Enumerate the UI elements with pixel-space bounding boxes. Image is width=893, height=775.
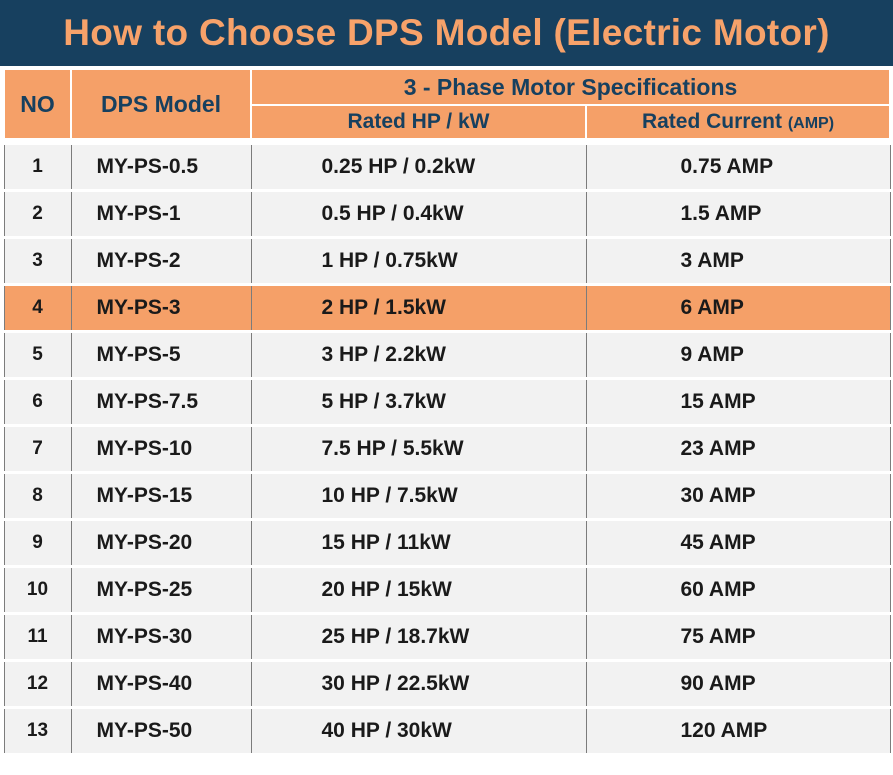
cell-dps-model: MY-PS-15 [70, 472, 252, 521]
header-dps-model: DPS Model [70, 68, 252, 140]
header-rated-hp: Rated HP / kW [250, 104, 587, 140]
cell-dps-model: MY-PS-50 [70, 707, 252, 756]
table-row: 3 MY-PS-2 1 HP / 0.75kW 3 AMP [3, 237, 891, 286]
cell-dps-model: MY-PS-3 [70, 284, 252, 333]
cell-no: 1 [3, 143, 72, 192]
title-banner: How to Choose DPS Model (Electric Motor) [0, 0, 893, 66]
table-row: 2 MY-PS-1 0.5 HP / 0.4kW 1.5 AMP [3, 190, 891, 239]
cell-dps-model: MY-PS-7.5 [70, 378, 252, 427]
header-rated-current-label: Rated Current [641, 110, 782, 133]
cell-dps-model: MY-PS-10 [70, 425, 252, 474]
cell-rated-current: 3 AMP [585, 237, 891, 286]
cell-rated-hp-kw: 7.5 HP / 5.5kW [250, 425, 587, 474]
cell-rated-hp-kw: 25 HP / 18.7kW [250, 613, 587, 662]
table-row: 9 MY-PS-20 15 HP / 11kW 45 AMP [3, 519, 891, 568]
table-body: 1 MY-PS-0.5 0.25 HP / 0.2kW 0.75 AMP 2 MY-PS-… [3, 143, 891, 756]
table-row: 12 MY-PS-40 30 HP / 22.5kW 90 AMP [3, 660, 891, 709]
cell-rated-current: 120 AMP [585, 707, 891, 756]
cell-no: 9 [3, 519, 72, 568]
cell-rated-current: 0.75 AMP [585, 143, 891, 192]
cell-no: 6 [3, 378, 72, 427]
cell-rated-current: 9 AMP [585, 331, 891, 380]
table-row: 6 MY-PS-7.5 5 HP / 3.7kW 15 AMP [3, 378, 891, 427]
cell-dps-model: MY-PS-5 [70, 331, 252, 380]
table-row: 13 MY-PS-50 40 HP / 30kW 120 AMP [3, 707, 891, 756]
cell-rated-current: 6 AMP [585, 284, 891, 333]
table-row: 8 MY-PS-15 10 HP / 7.5kW 30 AMP [3, 472, 891, 521]
cell-no: 13 [3, 707, 72, 756]
header-rated-current: Rated Current (AMP) [585, 104, 891, 140]
cell-rated-hp-kw: 15 HP / 11kW [250, 519, 587, 568]
cell-dps-model: MY-PS-1 [70, 190, 252, 239]
cell-no: 5 [3, 331, 72, 380]
cell-rated-hp-kw: 10 HP / 7.5kW [250, 472, 587, 521]
cell-rated-current: 45 AMP [585, 519, 891, 568]
cell-no: 7 [3, 425, 72, 474]
cell-no: 3 [3, 237, 72, 286]
cell-rated-current: 60 AMP [585, 566, 891, 615]
cell-dps-model: MY-PS-25 [70, 566, 252, 615]
cell-dps-model: MY-PS-2 [70, 237, 252, 286]
cell-dps-model: MY-PS-40 [70, 660, 252, 709]
table-row: 5 MY-PS-5 3 HP / 2.2kW 9 AMP [3, 331, 891, 380]
cell-no: 4 [3, 284, 72, 333]
cell-rated-hp-kw: 3 HP / 2.2kW [250, 331, 587, 380]
cell-rated-current: 75 AMP [585, 613, 891, 662]
cell-dps-model: MY-PS-0.5 [70, 143, 252, 192]
cell-dps-model: MY-PS-20 [70, 519, 252, 568]
cell-no: 11 [3, 613, 72, 662]
cell-rated-hp-kw: 20 HP / 15kW [250, 566, 587, 615]
cell-no: 2 [3, 190, 72, 239]
table-row: 7 MY-PS-10 7.5 HP / 5.5kW 23 AMP [3, 425, 891, 474]
header-rated-current-unit: (AMP) [787, 115, 835, 132]
header-group-3-phase: 3 - Phase Motor Specifications [250, 68, 891, 106]
table-row: 1 MY-PS-0.5 0.25 HP / 0.2kW 0.75 AMP [3, 143, 891, 192]
cell-rated-hp-kw: 30 HP / 22.5kW [250, 660, 587, 709]
cell-rated-hp-kw: 1 HP / 0.75kW [250, 237, 587, 286]
table-row: 10 MY-PS-25 20 HP / 15kW 60 AMP [3, 566, 891, 615]
cell-rated-hp-kw: 0.25 HP / 0.2kW [250, 143, 587, 192]
header-no: NO [3, 68, 72, 140]
cell-rated-current: 1.5 AMP [585, 190, 891, 239]
cell-rated-current: 90 AMP [585, 660, 891, 709]
page-title: How to Choose DPS Model (Electric Motor) [63, 12, 830, 53]
cell-no: 8 [3, 472, 72, 521]
cell-rated-hp-kw: 2 HP / 1.5kW [250, 284, 587, 333]
cell-rated-hp-kw: 40 HP / 30kW [250, 707, 587, 756]
table-row: 11 MY-PS-30 25 HP / 18.7kW 75 AMP [3, 613, 891, 662]
table-row-highlighted: 4 MY-PS-3 2 HP / 1.5kW 6 AMP [3, 284, 891, 333]
cell-rated-current: 15 AMP [585, 378, 891, 427]
cell-no: 10 [3, 566, 72, 615]
cell-rated-hp-kw: 5 HP / 3.7kW [250, 378, 587, 427]
motor-spec-table: NO DPS Model 3 - Phase Motor Specificati… [3, 68, 891, 756]
cell-rated-current: 23 AMP [585, 425, 891, 474]
cell-rated-current: 30 AMP [585, 472, 891, 521]
cell-dps-model: MY-PS-30 [70, 613, 252, 662]
cell-no: 12 [3, 660, 72, 709]
cell-rated-hp-kw: 0.5 HP / 0.4kW [250, 190, 587, 239]
